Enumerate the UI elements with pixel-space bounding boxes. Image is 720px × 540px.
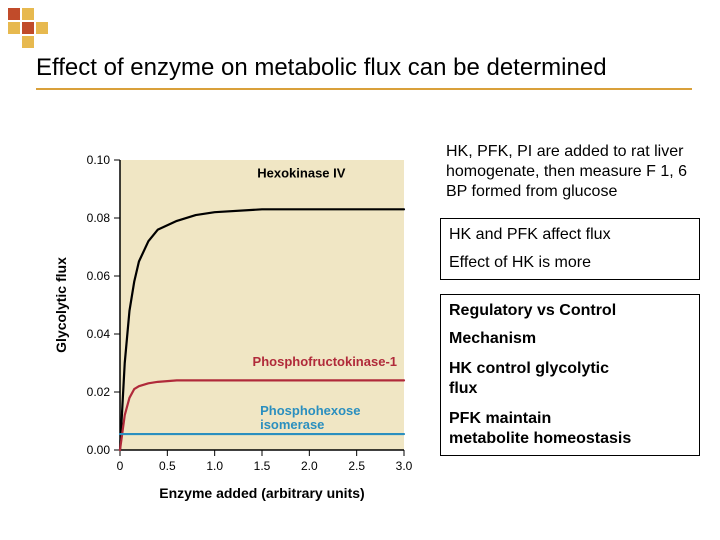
decor-square [8, 22, 20, 34]
svg-text:0.02: 0.02 [87, 385, 111, 399]
svg-text:Hexokinase IV: Hexokinase IV [257, 165, 345, 180]
flux-chart: 0 0.5 1.0 1.5 2.0 2.5 3.0 0.00 0.02 0.04 0.06 0.08 0… [48, 142, 418, 512]
decor-square [36, 22, 48, 34]
mech-pfk-b: PFK maintain [449, 410, 551, 427]
flux-effect-line2: Effect of HK is more [449, 253, 691, 273]
svg-text:0.06: 0.06 [87, 269, 111, 283]
slide-title: Effect of enzyme on metabolic flux can b… [36, 54, 692, 82]
mech-hk-b: HK control glycolytic [449, 360, 609, 377]
decor-square [8, 8, 20, 20]
flux-effect-box: HK and PFK affect flux Effect of HK is m… [440, 218, 700, 280]
svg-text:3.0: 3.0 [396, 459, 413, 473]
svg-text:isomerase: isomerase [260, 417, 324, 432]
mech-heading-2: Mechanism [449, 329, 691, 349]
mech-hk-b2: flux [449, 380, 477, 397]
slide-title-block: Effect of enzyme on metabolic flux can b… [36, 54, 692, 90]
svg-text:Phosphofructokinase-1: Phosphofructokinase-1 [253, 354, 397, 369]
decor-square [22, 8, 34, 20]
flux-effect-line1: HK and PFK affect flux [449, 225, 691, 245]
svg-text:0: 0 [117, 459, 124, 473]
intro-text: HK, PFK, PI are added to rat liver homog… [440, 138, 700, 206]
mech-pfk-b2: metabolite homeostasis [449, 430, 631, 447]
svg-text:0.10: 0.10 [87, 153, 111, 167]
svg-text:Glycolytic flux: Glycolytic flux [53, 257, 69, 353]
svg-text:0.08: 0.08 [87, 211, 111, 225]
svg-text:2.0: 2.0 [301, 459, 318, 473]
svg-text:1.0: 1.0 [206, 459, 223, 473]
mech-heading-1: Regulatory vs Control [449, 301, 691, 321]
decor-square [22, 36, 34, 48]
right-column: HK, PFK, PI are added to rat liver homog… [440, 138, 700, 468]
svg-text:Enzyme added (arbitrary units): Enzyme added (arbitrary units) [159, 485, 364, 501]
svg-text:0.00: 0.00 [87, 443, 111, 457]
svg-text:0.5: 0.5 [159, 459, 176, 473]
svg-text:0.04: 0.04 [87, 327, 111, 341]
decor-square [22, 22, 34, 34]
svg-text:2.5: 2.5 [348, 459, 365, 473]
svg-text:Phosphohexose: Phosphohexose [260, 403, 360, 418]
slide-corner-decoration [8, 8, 56, 56]
title-underline [36, 88, 692, 90]
mechanism-box: Regulatory vs Control Mechanism HK contr… [440, 294, 700, 456]
svg-text:1.5: 1.5 [254, 459, 271, 473]
flux-chart-svg: 0 0.5 1.0 1.5 2.0 2.5 3.0 0.00 0.02 0.04 0.06 0.08 0… [48, 142, 418, 512]
